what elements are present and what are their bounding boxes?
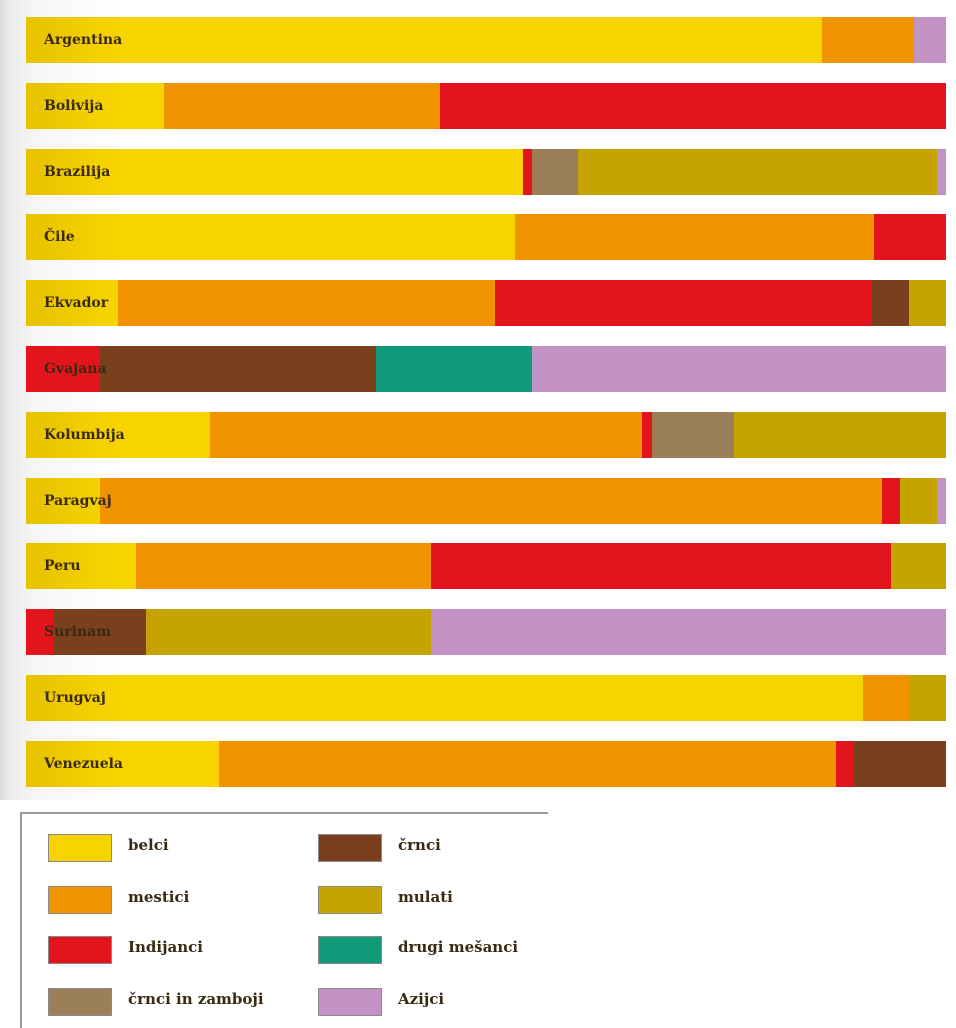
bar-segment-belci [26, 82, 164, 129]
bar-segment-mestici [136, 543, 431, 590]
bar-segment-belci [26, 148, 523, 195]
bar-segment-indijanci [835, 740, 854, 787]
bar-segment-belci [26, 214, 516, 261]
legend-label: mulati [398, 888, 453, 906]
bar-row: Argentina [26, 17, 946, 63]
bar-segment-mestici [210, 411, 643, 458]
legend-label: Indijanci [128, 938, 203, 956]
category-label: Paragvaj [44, 492, 112, 509]
bar-segment-indijanci [26, 346, 100, 392]
chart-legend: belci črnci mestici mulati Indijanci drugi me… [20, 812, 548, 1028]
legend-swatch [318, 886, 382, 914]
bar-segment-belci [26, 411, 210, 458]
bar-segment-crnci [854, 740, 946, 787]
bar-segment-azijci [936, 477, 946, 524]
legend-label: drugi mešanci [398, 938, 519, 956]
bar-segment-indijanci [440, 82, 946, 129]
legend-swatch [48, 936, 112, 964]
category-label: Bolivija [44, 97, 104, 114]
bar-row: Urugvaj [26, 675, 946, 721]
legend-label: mestici [128, 888, 190, 906]
bar-segment-crnci_zamboji [651, 411, 735, 458]
bar-row: Brazilija [26, 148, 946, 195]
bar-row: Gvajana [26, 346, 946, 392]
bar-segment-mulati [909, 675, 946, 721]
category-label: Venezuela [44, 755, 123, 772]
bar-segment-azijci [532, 346, 946, 392]
legend-swatch [48, 886, 112, 914]
bar-segment-crnci [99, 346, 376, 392]
bar-segment-belci [26, 675, 864, 721]
category-label: Čile [44, 229, 75, 246]
bar-segment-azijci [430, 609, 946, 656]
bar-row: Venezuela [26, 740, 946, 787]
bar-segment-mulati [578, 148, 937, 195]
category-label: Kolumbija [44, 426, 125, 443]
bar-segment-indijanci [26, 609, 54, 656]
bar-segment-mestici [164, 82, 440, 129]
bar-row: Peru [26, 543, 946, 590]
legend-swatch [318, 834, 382, 862]
bar-segment-indijanci [430, 543, 891, 590]
legend-swatch [48, 834, 112, 862]
bar-segment-belci [26, 280, 118, 327]
bar-segment-mulati [890, 543, 946, 590]
category-label: Brazilija [44, 163, 111, 180]
category-label: Surinam [44, 624, 112, 641]
bar-segment-mulati [900, 477, 937, 524]
bar-segment-azijci [936, 148, 946, 195]
category-label: Peru [44, 558, 81, 575]
bar-segment-indijanci [881, 477, 900, 524]
bar-segment-mestici [99, 477, 882, 524]
bar-segment-belci [26, 543, 137, 590]
bar-segment-indijanci [874, 214, 946, 261]
bar-row: Bolivija [26, 82, 946, 129]
category-label: Ekvador [44, 295, 109, 312]
bar-segment-indijanci [642, 411, 652, 458]
bar-segment-belci [26, 477, 100, 524]
bar-segment-mestici [515, 214, 875, 261]
bar-segment-drugi_mesanci [375, 346, 532, 392]
bar-segment-mestici [219, 740, 836, 787]
bar-segment-crnci_zamboji [532, 148, 578, 195]
bar-segment-mulati [734, 411, 946, 458]
bar-segment-mulati [909, 280, 946, 327]
bar-row: Surinam [26, 609, 946, 656]
bar-row: Paragvaj [26, 477, 946, 524]
bar-segment-mestici [118, 280, 496, 327]
legend-label: črnci [398, 836, 441, 854]
bar-segment-mestici [821, 17, 914, 63]
bar-segment-mulati [145, 609, 431, 656]
legend-label: Azijci [398, 990, 445, 1008]
bar-segment-indijanci [495, 280, 873, 327]
bar-segment-mestici [863, 675, 910, 721]
category-label: Gvajana [44, 361, 107, 377]
category-label: Urugvaj [44, 690, 106, 706]
bar-row: Ekvador [26, 280, 946, 327]
chart-panel [0, 0, 956, 800]
legend-swatch [318, 936, 382, 964]
bar-segment-azijci [913, 17, 946, 63]
category-label: Argentina [44, 32, 123, 48]
bar-row: Kolumbija [26, 411, 946, 458]
bar-segment-indijanci [522, 148, 532, 195]
bar-segment-crnci [53, 609, 146, 656]
legend-swatch [318, 988, 382, 1016]
stacked-bar-chart: Argentina Bolivija Brazilija Čile Ekvador Gva… [26, 17, 946, 787]
bar-segment-crnci [872, 280, 910, 327]
bar-segment-belci [26, 17, 822, 63]
legend-label: belci [128, 836, 169, 854]
legend-label: črnci in zamboji [128, 990, 264, 1008]
bar-row: Čile [26, 214, 946, 261]
legend-swatch [48, 988, 112, 1016]
bar-segment-belci [26, 740, 220, 787]
